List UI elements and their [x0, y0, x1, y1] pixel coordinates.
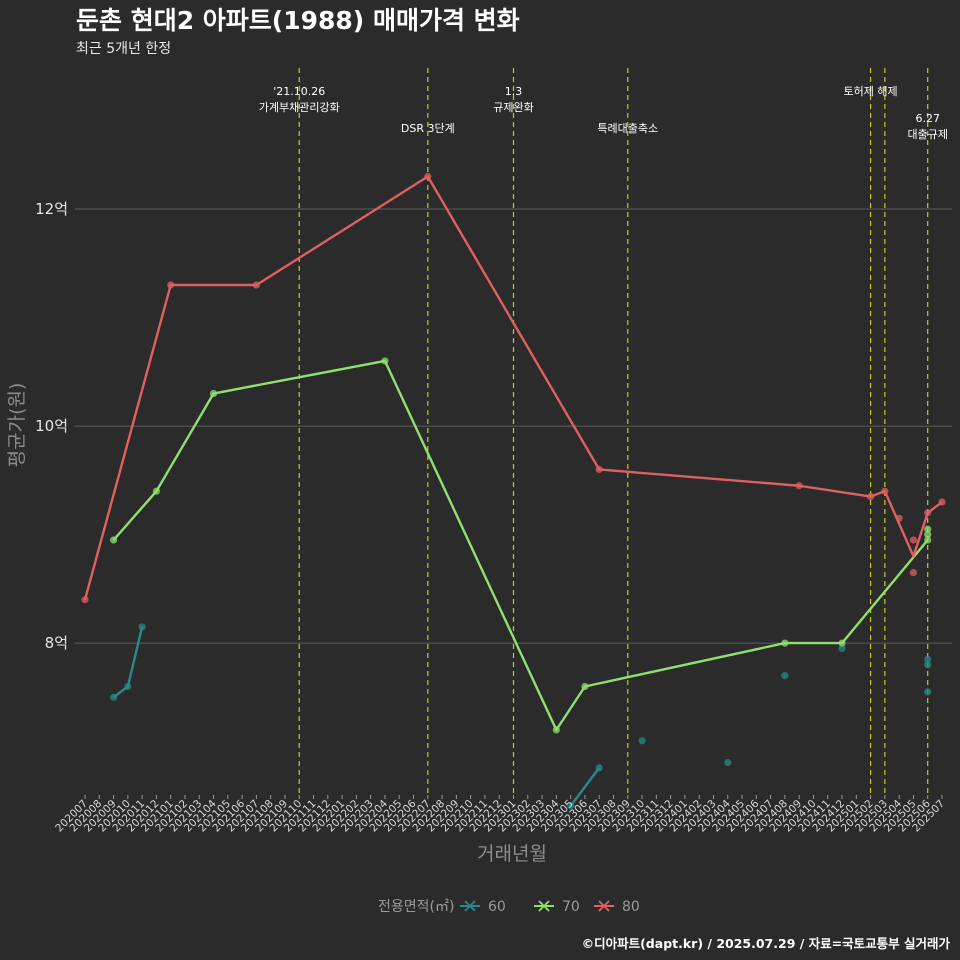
event-label: 가계부채관리강화: [259, 101, 340, 114]
series-60-point: [638, 737, 646, 745]
series-80-point: [924, 509, 932, 517]
series-80-point: [909, 536, 918, 544]
legend-label-60: 60: [488, 899, 506, 915]
series-70-point: [209, 389, 218, 398]
event-label: 6.27: [915, 112, 940, 125]
series-60-point: [724, 758, 732, 767]
series-60-point: [838, 644, 846, 653]
legend-label-70: 70: [562, 899, 580, 915]
series-60-point: [109, 693, 118, 701]
event-label: DSR 3단계: [401, 122, 455, 135]
series-70-point: [924, 525, 932, 533]
series-60-point: [124, 682, 132, 691]
legend-key-70-cross-icon: [538, 900, 550, 912]
series-70-point: [838, 639, 846, 647]
legend-key-60-cross-icon: [464, 900, 476, 912]
series-80-point: [595, 465, 603, 474]
series-60-point: [595, 764, 603, 772]
legend-label-80: 80: [622, 899, 640, 915]
series-60-line: [569, 767, 601, 807]
series-70-point: [552, 726, 560, 734]
legend: 전용면적(㎡) 60 70 80: [378, 899, 640, 915]
event-label: '21.10.26: [273, 85, 325, 98]
series-80-point: [81, 596, 89, 604]
series-70-point: [781, 639, 789, 647]
legend-title: 전용면적(㎡): [378, 899, 454, 915]
series-80-point: [424, 172, 432, 181]
event-label: 특례대출축소: [597, 122, 658, 135]
event-label: 규제완화: [493, 101, 533, 114]
series-80-point: [881, 487, 889, 495]
series-80-point: [938, 498, 946, 506]
series-80-point: [866, 493, 875, 501]
series-70-point: [581, 682, 589, 691]
series-80-point: [167, 281, 175, 289]
series-60-point: [924, 655, 932, 663]
x-axis-title: 거래년월: [477, 843, 547, 865]
chart-subtitle: 최근 5개년 한정: [76, 41, 171, 57]
series-70-point: [924, 536, 932, 544]
series-70-point: [109, 536, 118, 544]
series-80-point: [895, 514, 903, 522]
y-tick-label: 12억: [35, 200, 68, 218]
y-axis-title: 평균가(원): [6, 383, 28, 468]
series-80-point: [909, 568, 918, 577]
event-label: 대출규제: [907, 128, 947, 141]
chart-title: 둔촌 현대2 아파트(1988) 매매가격 변화: [76, 6, 520, 35]
series-60-point: [924, 661, 932, 669]
event-label: 토허제 해제: [844, 84, 898, 98]
series-70-point: [924, 530, 932, 539]
y-tick-label: 8억: [45, 634, 68, 652]
series-70-point: [152, 487, 161, 495]
x-tick-labels: 2020072020082020092020102020112020122021…: [53, 795, 947, 834]
chart-caption: ©디아파트(dapt.kr) / 2025.07.29 / 자료=국토교통부 실…: [582, 936, 951, 951]
series-60-point: [924, 688, 932, 696]
series-group: [81, 172, 946, 810]
legend-key-80-cross-icon: [598, 900, 610, 912]
y-tick-labels: 8억 10억 12억: [35, 200, 68, 652]
series-60-point: [138, 623, 146, 631]
series-80-point: [795, 482, 803, 490]
series-70-point: [381, 357, 389, 365]
series-80-point: [252, 281, 260, 289]
event-label: 1.3: [505, 85, 523, 98]
series-60-point: [567, 802, 575, 810]
y-tick-label: 10억: [35, 417, 68, 435]
series-60-point: [781, 672, 789, 680]
